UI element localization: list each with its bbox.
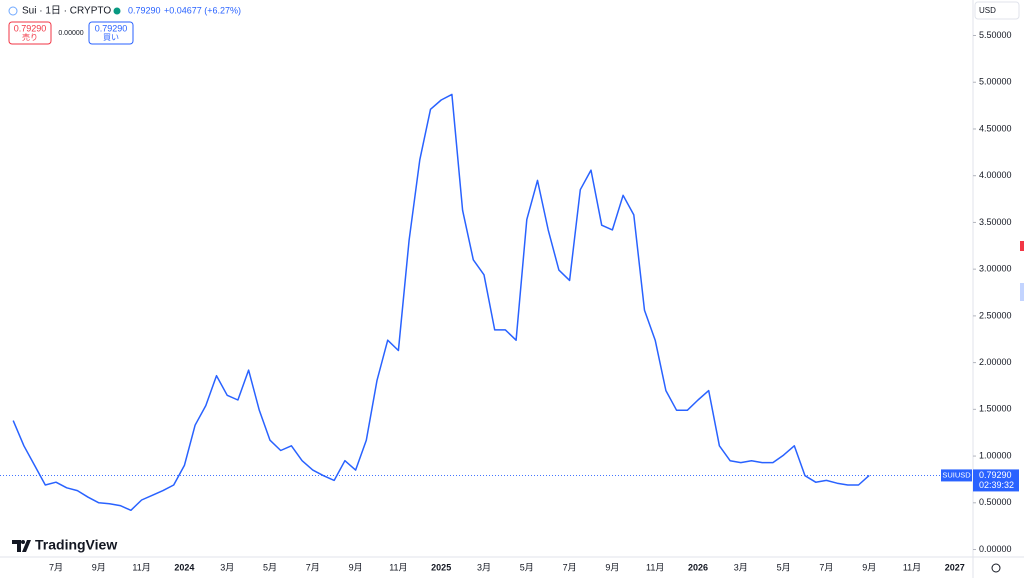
logo-dot (21, 540, 25, 544)
x-tick-label: 7月 (49, 562, 63, 572)
x-tick-label: 7月 (563, 562, 577, 572)
y-tick-label: 0.50000 (979, 497, 1012, 507)
y-tick-label: 2.00000 (979, 357, 1012, 367)
x-tick-label: 3月 (477, 562, 491, 572)
spread: 0.00000 (58, 30, 83, 37)
symbol-tag-label: SUIUSD (942, 470, 971, 479)
symbol: Sui · 1日 · CRYPTO (22, 6, 111, 17)
x-tick-label: 3月 (220, 562, 234, 572)
edge-marker (1020, 241, 1024, 251)
buy-button[interactable] (88, 21, 134, 45)
x-tick-label: 3月 (734, 562, 748, 572)
y-tick-label: 4.00000 (979, 170, 1012, 180)
sell-price: 0.79290 (14, 23, 47, 33)
y-tick-label: 3.50000 (979, 217, 1012, 227)
y-tick-label: 2.50000 (979, 310, 1012, 320)
x-tick-label: 2024 (174, 562, 194, 572)
x-tick-label: 11月 (389, 562, 407, 572)
x-tick-label: 2025 (431, 562, 451, 572)
x-tick-label: 5月 (520, 562, 534, 572)
sell-button[interactable] (8, 21, 52, 45)
x-tick-label: 5月 (263, 562, 277, 572)
x-tick-label: 2027 (945, 562, 965, 572)
price-tag (973, 469, 1019, 492)
x-tick-label: 11月 (646, 562, 664, 572)
tradingview-logo: TradingView (12, 537, 117, 553)
x-tick-label: 7月 (306, 562, 320, 572)
symbol-icon (8, 6, 18, 16)
y-tick-label: 5.50000 (979, 30, 1012, 40)
x-tick-label: 7月 (819, 562, 833, 572)
market-status (113, 7, 121, 15)
x-tick-label: 2026 (688, 562, 708, 572)
y-tick-label: 5.00000 (979, 77, 1012, 87)
x-tick-label: 9月 (605, 562, 619, 572)
settings-icon[interactable] (991, 563, 1001, 573)
currency: USD (979, 6, 996, 15)
y-tick-label: 3.00000 (979, 264, 1012, 274)
y-tick-label: 1.00000 (979, 450, 1012, 460)
logo-mark (12, 540, 31, 552)
y-tick-label: 4.50000 (979, 123, 1012, 133)
x-tick-label: 11月 (903, 562, 921, 572)
x-tick-label: 5月 (777, 562, 791, 572)
buy-price: 0.79290 (95, 23, 128, 33)
x-tick-label: 11月 (132, 562, 150, 572)
price-line (12, 93, 870, 512)
currency-button[interactable] (974, 1, 1020, 20)
countdown: 02:39:32 (979, 480, 1014, 490)
x-tick-label: 9月 (862, 562, 876, 572)
symbol-tag (941, 469, 972, 482)
x-tick-label: 9月 (349, 562, 363, 572)
price-tag-label: 0.79290 (979, 470, 1012, 480)
change: +0.04677 (+6.27%) (164, 5, 241, 15)
y-tick-label: 1.50000 (979, 404, 1012, 414)
y-tick-label: 0.00000 (979, 544, 1012, 554)
x-tick-label: 9月 (92, 562, 106, 572)
buy-label: 買い (103, 33, 119, 42)
sell-label: 売り (22, 32, 38, 42)
edge-marker (1020, 283, 1024, 301)
logo-text: TradingView (35, 537, 117, 553)
price: 0.79290 (128, 5, 161, 15)
